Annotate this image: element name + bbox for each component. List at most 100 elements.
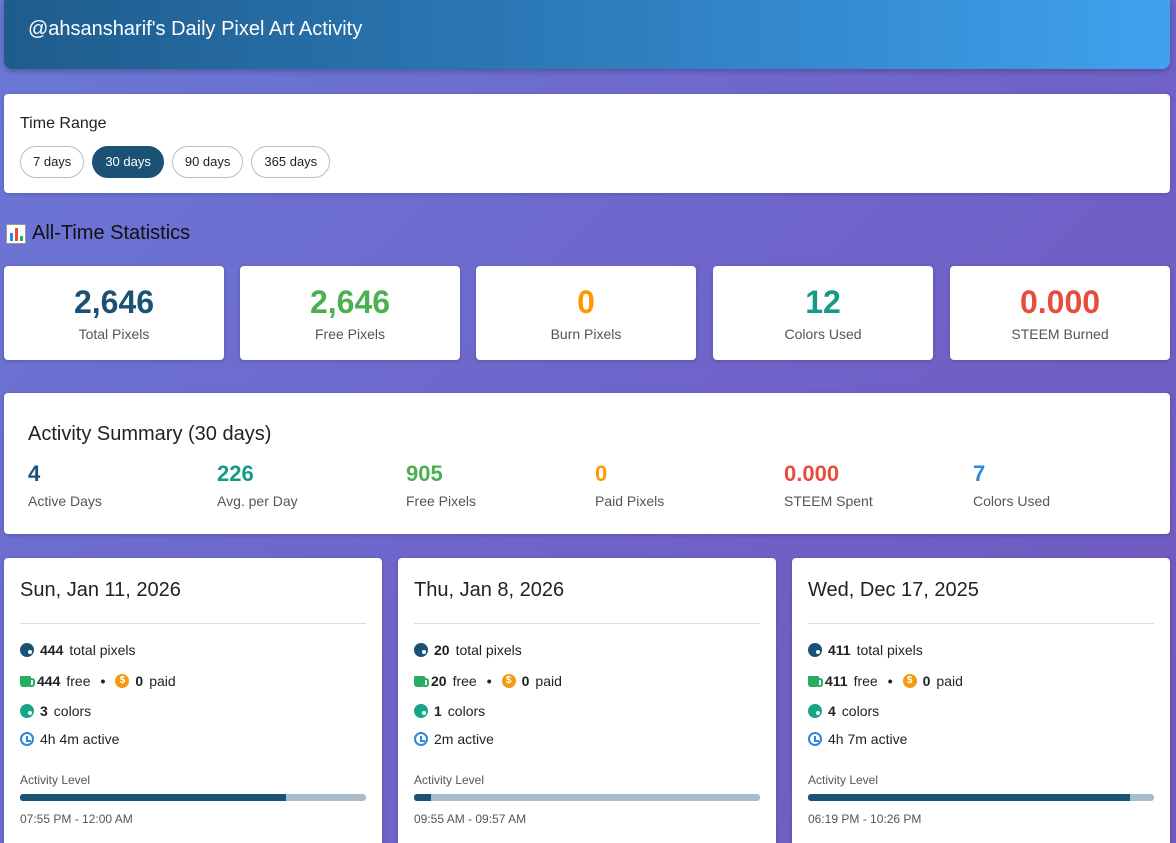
summary-value: 0	[595, 461, 608, 486]
range-7-days-button[interactable]: 7 days	[20, 146, 85, 178]
summary-value: 0.000	[784, 461, 840, 486]
stat-value: 0	[577, 284, 595, 320]
activity-level-bar	[20, 794, 366, 801]
activity-time-range: 09:55 AM - 09:57 AM	[414, 812, 527, 826]
colors-row: 3 colors	[20, 703, 91, 719]
paid-pixels-value: 0	[135, 673, 144, 689]
active-time: 4h 7m active	[828, 731, 908, 747]
summary-item-steem-spent: 0.000 STEEM Spent	[784, 461, 873, 509]
activity-level-bar	[808, 794, 1154, 801]
summary-label: Free Pixels	[406, 493, 477, 509]
activity-level-fill	[20, 794, 287, 801]
activity-level-label: Activity Level	[20, 773, 91, 787]
active-time-row: 2m active	[414, 731, 494, 747]
palette-icon	[414, 643, 428, 657]
bar-chart-icon	[6, 223, 26, 244]
summary-label: Avg. per Day	[217, 493, 298, 509]
divider	[20, 623, 366, 624]
stat-label: Total Pixels	[78, 326, 150, 342]
active-time: 2m active	[434, 731, 494, 747]
time-range-label: Time Range	[20, 115, 107, 132]
stat-card-burn-pixels: 0 Burn Pixels	[476, 266, 696, 360]
summary-value: 7	[973, 461, 986, 486]
total-pixels-value: 444	[40, 642, 64, 658]
stat-card-total-pixels: 2,646 Total Pixels	[4, 266, 224, 360]
colors-value: 1	[434, 703, 442, 719]
colors-row: 1 colors	[414, 703, 485, 719]
total-pixels-label: total pixels	[69, 642, 136, 658]
coin-icon: $	[501, 674, 516, 688]
paid-pixels-label: paid	[535, 673, 562, 689]
range-30-days-button[interactable]: 30 days	[92, 146, 164, 178]
free-paid-row: 411 free • $ 0 paid	[808, 673, 963, 689]
activity-level-label: Activity Level	[414, 773, 485, 787]
time-range-buttons: 7 days 30 days 90 days 365 days	[20, 146, 331, 178]
stat-label: Free Pixels	[314, 326, 386, 342]
active-time-row: 4h 7m active	[808, 731, 907, 747]
stat-value: 12	[805, 284, 841, 320]
clock-icon	[414, 732, 428, 746]
free-paid-row: 20 free • $ 0 paid	[414, 673, 562, 689]
summary-item-active-days: 4 Active Days	[28, 461, 102, 509]
stat-value: 2,646	[73, 284, 155, 320]
total-pixels-row: 20 total pixels	[414, 642, 522, 658]
day-date: Sun, Jan 11, 2026	[20, 579, 181, 601]
summary-item-paid-pixels: 0 Paid Pixels	[595, 461, 664, 509]
total-pixels-label: total pixels	[455, 642, 522, 658]
coin-icon: $	[115, 674, 130, 688]
free-pixels-label: free	[66, 673, 91, 689]
colors-label: colors	[53, 703, 92, 719]
total-pixels-row: 411 total pixels	[808, 642, 923, 658]
stat-label: Burn Pixels	[550, 326, 622, 342]
day-date: Wed, Dec 17, 2025	[808, 579, 979, 601]
divider	[808, 623, 1154, 624]
paid-pixels-value: 0	[922, 673, 931, 689]
colors-value: 4	[828, 703, 836, 719]
active-time: 4h 4m active	[40, 731, 120, 747]
free-paid-row: 444 free • $ 0 paid	[20, 673, 176, 689]
activity-level-bar	[414, 794, 760, 801]
stat-label: Colors Used	[784, 326, 862, 342]
summary-item-avg-per-day: 226 Avg. per Day	[217, 461, 298, 509]
all-time-statistics-heading: All-Time Statistics	[6, 222, 190, 245]
paid-pixels-label: paid	[936, 673, 963, 689]
colors-label: colors	[841, 703, 880, 719]
page-header: @ahsansharif's Daily Pixel Art Activity	[4, 0, 1170, 69]
total-pixels-value: 20	[434, 642, 450, 658]
colors-label: colors	[447, 703, 486, 719]
all-time-statistics-title: All-Time Statistics	[32, 222, 191, 244]
total-pixels-row: 444 total pixels	[20, 642, 136, 658]
coffee-cup-icon	[20, 675, 35, 687]
total-pixels-label: total pixels	[856, 642, 923, 658]
stat-value: 0.000	[1019, 284, 1101, 320]
coffee-cup-icon	[808, 675, 823, 687]
time-range-card: Time Range 7 days 30 days 90 days 365 da…	[4, 94, 1170, 193]
separator-dot: •	[887, 673, 893, 689]
clock-icon	[808, 732, 822, 746]
range-365-days-button[interactable]: 365 days	[251, 146, 331, 178]
activity-summary-card: Activity Summary (30 days) 4 Active Days…	[4, 393, 1170, 534]
free-pixels-value: 444	[37, 673, 61, 689]
day-date: Thu, Jan 8, 2026	[414, 579, 565, 601]
day-card: Thu, Jan 8, 2026 20 total pixels 20 free…	[398, 558, 776, 843]
summary-label: Paid Pixels	[595, 493, 665, 509]
palette-icon	[808, 643, 822, 657]
range-90-days-button[interactable]: 90 days	[171, 146, 244, 178]
free-pixels-value: 20	[431, 673, 447, 689]
colors-value: 3	[40, 703, 48, 719]
stat-card-steem-burned: 0.000 STEEM Burned	[950, 266, 1170, 360]
page-title: @ahsansharif's Daily Pixel Art Activity	[28, 18, 363, 40]
palette-icon	[414, 704, 428, 718]
paid-pixels-value: 0	[521, 673, 530, 689]
paid-pixels-label: paid	[149, 673, 176, 689]
palette-icon	[20, 704, 34, 718]
free-pixels-label: free	[853, 673, 878, 689]
stat-card-colors-used: 12 Colors Used	[713, 266, 933, 360]
stat-label: STEEM Burned	[1011, 326, 1109, 342]
palette-icon	[808, 704, 822, 718]
summary-value: 226	[217, 461, 254, 486]
summary-label: STEEM Spent	[784, 493, 873, 509]
activity-level-fill	[808, 794, 1130, 801]
free-pixels-label: free	[452, 673, 477, 689]
activity-level-label: Activity Level	[808, 773, 879, 787]
